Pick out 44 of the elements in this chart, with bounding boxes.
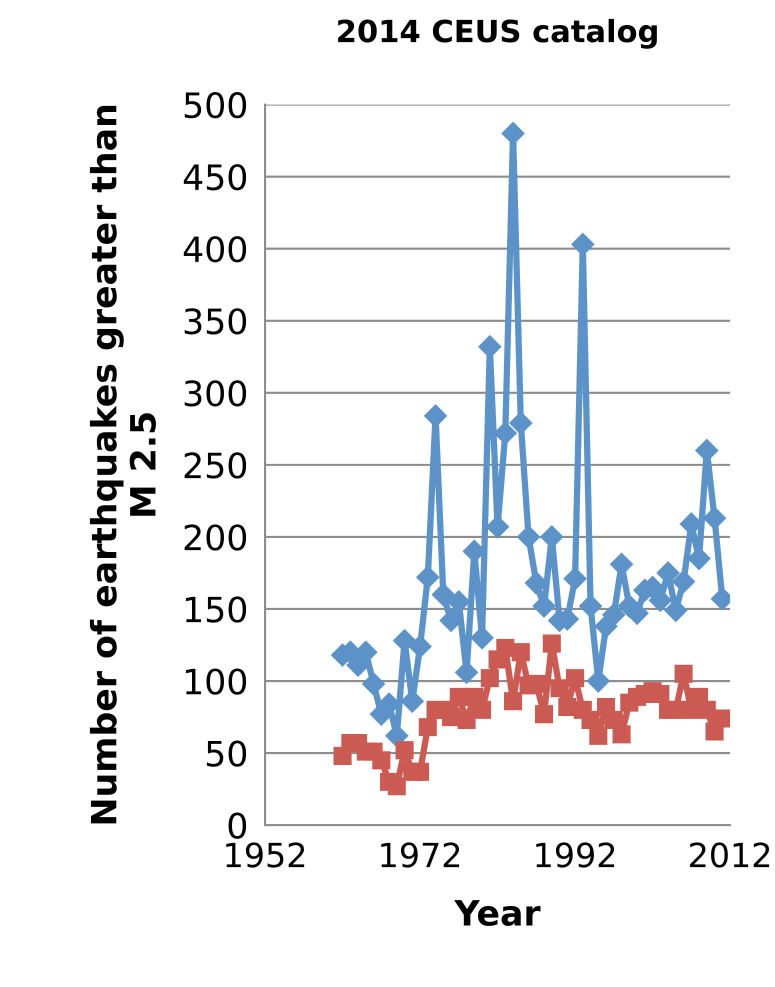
y-tick-label: 150	[186, 596, 246, 623]
x-tick-label: 2012	[690, 842, 770, 868]
point	[372, 751, 390, 770]
point	[512, 643, 530, 662]
y-tick-label: 350	[184, 308, 246, 334]
point	[388, 777, 406, 796]
point	[550, 679, 569, 698]
point	[674, 664, 693, 683]
point	[703, 506, 726, 530]
point	[698, 700, 716, 719]
point	[713, 709, 730, 728]
y-tick-label: 200	[184, 524, 246, 551]
point	[362, 672, 386, 696]
point	[480, 669, 499, 688]
x-tick-label: 1972	[381, 842, 460, 868]
y-tick-label: 50	[206, 740, 246, 767]
y-tick-label: 250	[184, 452, 246, 479]
point	[542, 634, 561, 653]
chart-title: 2014 CEUS catalog	[338, 18, 657, 49]
point	[527, 674, 546, 693]
point	[672, 570, 696, 594]
point	[396, 741, 414, 760]
point	[504, 692, 522, 710]
point	[408, 634, 432, 658]
y-tick-label: 400	[184, 236, 246, 262]
y-tick-label: 500	[184, 92, 246, 118]
x-tick-label: 1952	[226, 842, 304, 868]
point	[535, 705, 554, 724]
y-tick-label: 450	[184, 164, 246, 190]
y-tick-label: 100	[186, 668, 246, 695]
y-tick-label: 0	[228, 812, 246, 839]
point	[589, 726, 608, 745]
x-tick-label: 1992	[536, 842, 614, 868]
point	[612, 725, 631, 744]
point	[582, 710, 600, 729]
point	[566, 669, 584, 688]
x-axis-title: Year	[454, 900, 540, 926]
y-tick-label: 300	[184, 380, 246, 407]
point	[411, 762, 430, 781]
point	[458, 710, 476, 729]
point	[418, 718, 437, 736]
point	[473, 700, 492, 719]
point	[602, 603, 626, 626]
y-axis-title: Number of earthquakes greater than M 2.5	[90, 106, 156, 824]
